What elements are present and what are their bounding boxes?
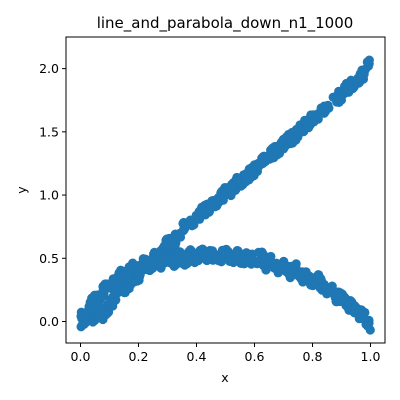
scatter-point — [162, 257, 172, 267]
scatter-point — [179, 223, 189, 233]
scatter-point — [168, 234, 179, 244]
scatter-point — [217, 194, 227, 204]
scatter-point — [343, 83, 353, 94]
x-tick-label: 0.2 — [129, 349, 149, 364]
scatter-point — [183, 251, 193, 262]
scatter-point — [364, 55, 374, 65]
scatter-point — [172, 251, 182, 262]
scatter-point — [300, 115, 310, 125]
scatter-point — [276, 260, 286, 270]
scatter-point — [270, 146, 280, 156]
scatter-point — [266, 256, 276, 267]
y-tick-label: 2.0 — [39, 61, 59, 76]
scatter-point — [333, 289, 343, 299]
scatter-point — [210, 202, 220, 212]
scatter-point — [303, 123, 314, 133]
scatter-point — [263, 151, 273, 161]
scatter-point — [162, 241, 173, 251]
x-tick-label: 1.0 — [361, 349, 381, 364]
scatter-point — [113, 273, 123, 283]
scatter-point — [315, 109, 325, 119]
y-axis: 0.0 0.5 1.0 1.5 2.0 — [39, 61, 66, 329]
scatter-point — [319, 101, 329, 111]
scatter-point — [138, 254, 148, 264]
scatter-point — [99, 280, 109, 291]
scatter-point — [247, 166, 257, 176]
scatter-point — [182, 259, 192, 269]
scatter-point — [190, 214, 200, 224]
x-axis-label: x — [221, 370, 228, 385]
scatter-point — [108, 301, 118, 311]
scatter-point — [233, 254, 243, 265]
y-tick-label: 1.5 — [39, 124, 59, 139]
data-points — [76, 55, 375, 335]
y-axis-label: y — [14, 186, 29, 194]
scatter-point — [315, 274, 325, 284]
scatter-point — [95, 291, 105, 301]
scatter-point — [79, 310, 90, 320]
scatter-point — [362, 321, 373, 331]
chart-title: line_and_parabola_down_n1_1000 — [97, 14, 354, 33]
scatter-point — [109, 293, 119, 303]
scatter-point — [334, 93, 345, 104]
scatter-point — [321, 282, 331, 292]
x-tick-label: 0.4 — [187, 349, 207, 364]
scatter-point — [130, 262, 140, 272]
scatter-point — [285, 132, 296, 142]
y-tick-label: 0.5 — [39, 251, 59, 266]
scatter-point — [241, 175, 251, 186]
x-axis: 0.0 0.2 0.4 0.6 0.8 1.0 — [71, 343, 381, 364]
scatter-point — [194, 207, 204, 217]
scatter-point — [153, 252, 164, 262]
scatter-point — [226, 186, 236, 196]
y-tick-label: 0.0 — [39, 314, 59, 329]
scatter-point — [294, 272, 305, 282]
scatter-point — [196, 246, 206, 256]
scatter-point — [97, 313, 107, 323]
scatter-point — [281, 267, 292, 277]
scatter-point — [221, 248, 231, 258]
scatter-point — [122, 270, 133, 280]
scatter-point — [353, 73, 363, 83]
scatter-point — [253, 247, 264, 257]
scatter-point — [246, 257, 256, 267]
scatter-point — [212, 255, 222, 265]
y-tick-label: 1.0 — [39, 188, 59, 203]
x-tick-label: 0.0 — [71, 349, 91, 364]
plot-frame — [65, 36, 386, 344]
x-tick-label: 0.8 — [303, 349, 323, 364]
x-tick-label: 0.6 — [245, 349, 265, 364]
scatter-point — [350, 304, 361, 315]
